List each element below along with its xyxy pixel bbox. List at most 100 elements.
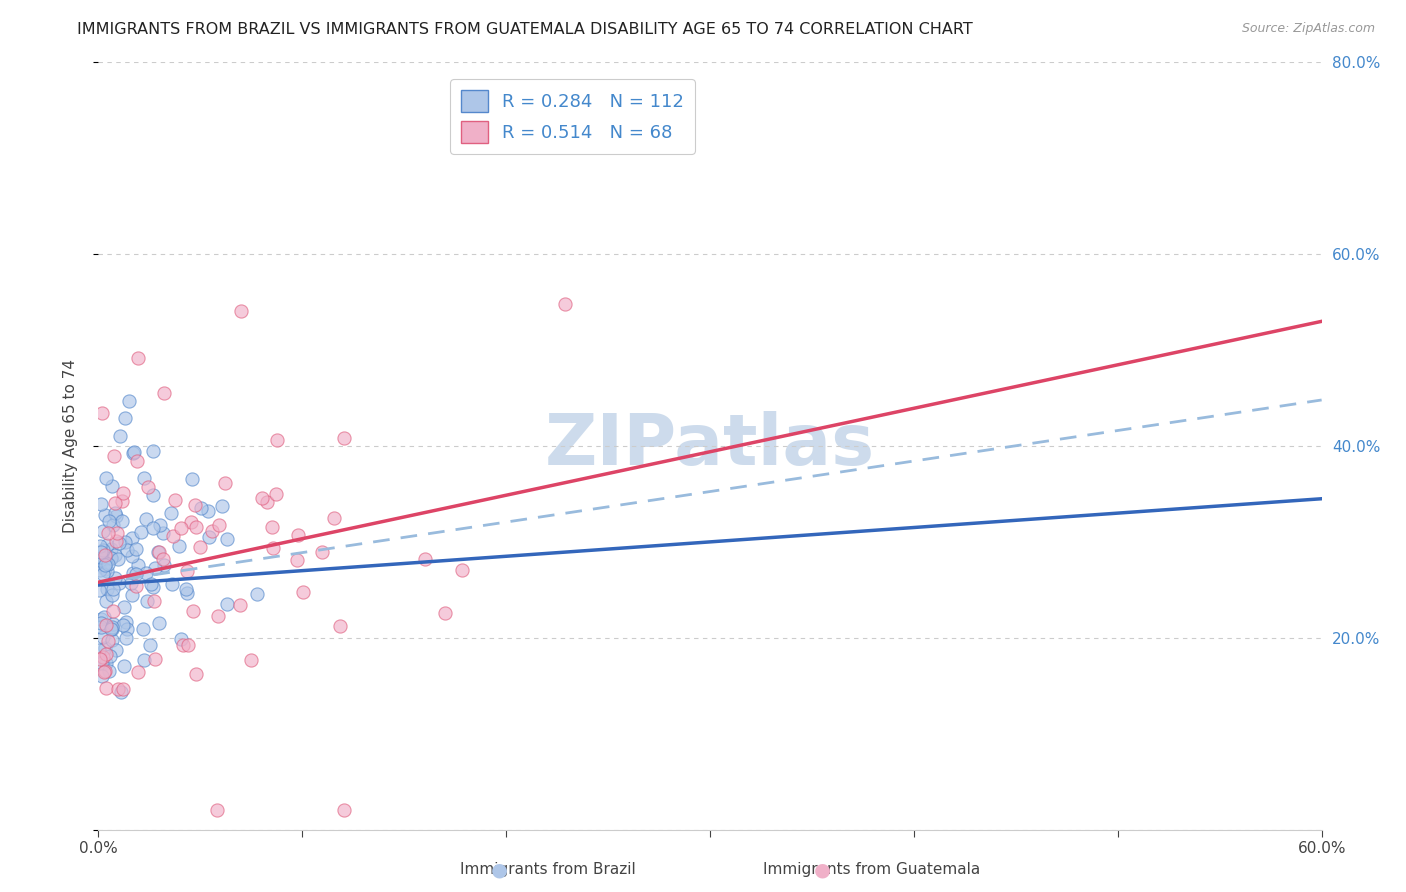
Point: [190, 501, 212, 516]
Point: [101, 604, 124, 618]
Point: [252, 491, 274, 506]
Point: [285, 552, 308, 566]
Point: [94, 656, 117, 670]
Point: [108, 535, 131, 549]
Point: [176, 586, 198, 600]
Point: [100, 588, 122, 602]
Point: [139, 638, 162, 652]
Point: [90, 668, 112, 682]
Point: [190, 541, 212, 555]
Point: [100, 551, 122, 566]
Point: [176, 565, 198, 579]
Point: [211, 500, 233, 514]
Point: [207, 609, 229, 624]
Point: [104, 533, 127, 548]
Text: Immigrants from Brazil: Immigrants from Brazil: [461, 863, 637, 877]
Point: [91, 630, 114, 644]
Point: [89, 643, 111, 657]
Point: [148, 544, 170, 558]
Point: [104, 506, 127, 520]
Point: [135, 594, 157, 608]
Point: [101, 517, 124, 532]
Y-axis label: Disability Age 65 to 74: Disability Age 65 to 74: [63, 359, 77, 533]
Point: [181, 472, 204, 486]
Point: [413, 552, 436, 566]
Point: [127, 665, 149, 679]
Point: [142, 443, 165, 458]
Point: [214, 476, 236, 491]
Point: [121, 588, 143, 602]
Point: [103, 449, 125, 463]
Point: [198, 530, 221, 544]
Point: [143, 561, 166, 575]
Point: [89, 549, 111, 564]
Point: [135, 512, 157, 526]
Point: [97, 514, 120, 528]
Point: [98, 649, 121, 664]
Point: [153, 558, 176, 572]
Point: [122, 445, 145, 459]
Point: [215, 597, 238, 611]
Point: [114, 659, 136, 673]
Point: [142, 580, 165, 594]
Point: [205, 804, 228, 818]
Point: [90, 550, 112, 565]
Point: [112, 600, 135, 615]
Point: [90, 612, 112, 626]
Point: [114, 411, 136, 425]
Point: [329, 619, 352, 633]
Point: [97, 633, 120, 648]
Point: [135, 566, 157, 580]
Point: [96, 582, 118, 597]
Text: Immigrants from Guatemala: Immigrants from Guatemala: [763, 863, 980, 877]
Point: [100, 550, 122, 565]
Point: [163, 492, 186, 507]
Point: [100, 541, 122, 556]
Point: [105, 525, 128, 540]
Point: [184, 667, 207, 681]
Point: [170, 632, 193, 646]
Point: [89, 550, 111, 565]
Point: [94, 471, 117, 485]
Point: [96, 564, 118, 578]
Point: [89, 563, 111, 577]
Point: [96, 647, 118, 661]
Point: [184, 520, 207, 534]
Point: [108, 429, 131, 443]
Point: [93, 562, 115, 576]
Point: [111, 494, 134, 508]
Point: [93, 610, 115, 624]
Point: [148, 615, 170, 630]
Point: [100, 479, 122, 493]
Text: ZIPatlas: ZIPatlas: [546, 411, 875, 481]
Point: [160, 506, 183, 520]
Point: [152, 525, 174, 540]
Point: [114, 615, 136, 629]
Point: [108, 575, 131, 590]
Point: [260, 520, 283, 534]
Point: [129, 525, 152, 540]
Point: [94, 594, 117, 608]
Point: [149, 517, 172, 532]
Point: [94, 640, 117, 655]
Point: [136, 480, 159, 494]
Point: [107, 552, 129, 566]
Point: [101, 617, 124, 632]
Legend: R = 0.284   N = 112, R = 0.514   N = 68: R = 0.284 N = 112, R = 0.514 N = 68: [450, 79, 695, 154]
Point: [246, 587, 269, 601]
Point: [134, 471, 156, 485]
Point: [94, 558, 117, 573]
Point: [104, 571, 127, 585]
Point: [240, 652, 263, 666]
Point: [229, 304, 252, 318]
Point: [183, 498, 205, 512]
Point: [101, 622, 124, 636]
Point: [160, 577, 183, 591]
Point: [91, 656, 114, 670]
Point: [121, 566, 143, 580]
Point: [94, 549, 117, 563]
Point: [172, 639, 194, 653]
Point: [291, 584, 314, 599]
Point: [110, 685, 132, 699]
Point: [124, 567, 146, 582]
